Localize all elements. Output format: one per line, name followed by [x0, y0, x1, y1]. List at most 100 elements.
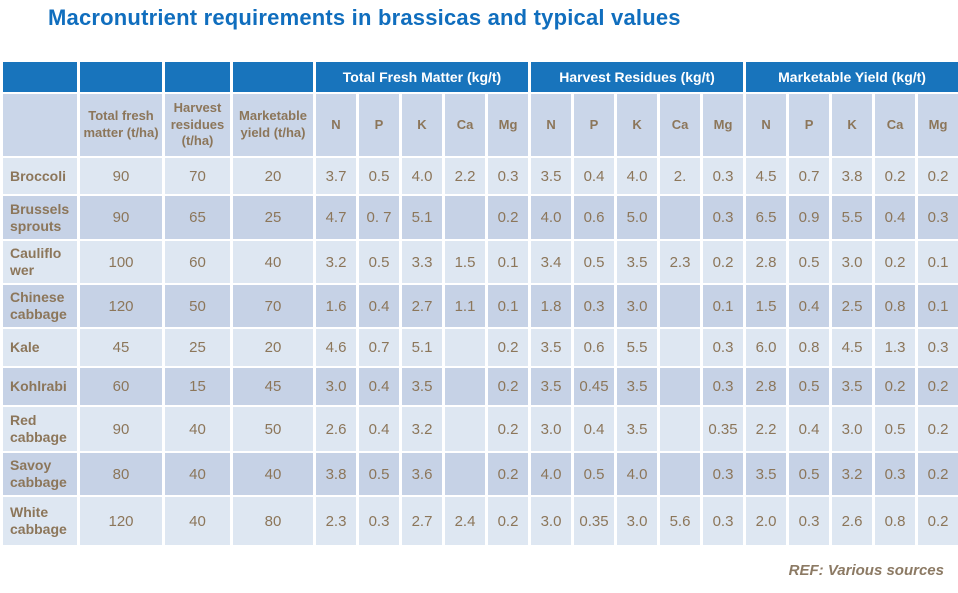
- value-cell: 3.0: [832, 407, 873, 451]
- value-cell: 50: [165, 285, 230, 327]
- value-cell: 3.5: [617, 407, 658, 451]
- value-cell: 0.4: [359, 368, 399, 405]
- value-cell: 100: [80, 241, 162, 283]
- crop-label: Savoy cabbage: [3, 453, 77, 495]
- value-cell: 25: [165, 329, 230, 366]
- value-cell: 5.5: [832, 196, 873, 239]
- value-cell: 3.5: [617, 368, 658, 405]
- nutrient-header: N: [316, 94, 356, 156]
- value-cell: 60: [165, 241, 230, 283]
- value-cell: 0.4: [875, 196, 916, 239]
- value-cell: 3.6: [402, 453, 442, 495]
- value-cell: 0.2: [488, 196, 529, 239]
- value-cell: 0.5: [875, 407, 916, 451]
- value-cell: 3.7: [316, 158, 356, 194]
- value-cell: 0.9: [789, 196, 830, 239]
- crop-label: White cabbage: [3, 497, 77, 545]
- value-cell: 4.0: [402, 158, 442, 194]
- value-cell: 80: [80, 453, 162, 495]
- value-cell: 3.5: [402, 368, 442, 405]
- value-cell: 20: [233, 329, 313, 366]
- lead-header-2: Marketable yield (t/ha): [233, 94, 313, 156]
- value-cell: [445, 196, 485, 239]
- value-cell: 3.0: [617, 497, 658, 545]
- value-cell: 2.5: [832, 285, 873, 327]
- group-header-row: Total Fresh Matter (kg/t) Harvest Residue…: [3, 62, 958, 92]
- value-cell: 5.6: [660, 497, 701, 545]
- value-cell: 70: [165, 158, 230, 194]
- value-cell: 90: [80, 196, 162, 239]
- value-cell: 0.7: [359, 329, 399, 366]
- value-cell: 0.2: [875, 158, 916, 194]
- value-cell: 6.5: [746, 196, 787, 239]
- page-title: Macronutrient requirements in brassicas …: [48, 5, 681, 30]
- nutrient-table: Total Fresh Matter (kg/t) Harvest Residue…: [0, 60, 958, 547]
- value-cell: 0.3: [875, 453, 916, 495]
- value-cell: [660, 407, 701, 451]
- table-row: Cauliflo wer 100 60 40 3.2 0.5 3.3 1.5 0.1 3.4 0.5…: [3, 241, 958, 283]
- value-cell: 0.5: [359, 158, 399, 194]
- value-cell: 3.0: [832, 241, 873, 283]
- value-cell: 20: [233, 158, 313, 194]
- value-cell: [660, 329, 701, 366]
- value-cell: 0.4: [789, 407, 830, 451]
- table-row: Kohlrabi 60 15 45 3.0 0.4 3.5 0.2 3.5 0.45 3.5 0.3 2…: [3, 368, 958, 405]
- value-cell: 0.4: [359, 407, 399, 451]
- nutrient-header: Mg: [703, 94, 744, 156]
- value-cell: 1.3: [875, 329, 916, 366]
- value-cell: 40: [165, 497, 230, 545]
- value-cell: 0.3: [703, 158, 744, 194]
- nutrient-header: P: [359, 94, 399, 156]
- value-cell: 0.2: [918, 368, 958, 405]
- nutrient-header: Ca: [445, 94, 485, 156]
- value-cell: 3.5: [617, 241, 658, 283]
- value-cell: 3.5: [531, 368, 572, 405]
- value-cell: 0. 7: [359, 196, 399, 239]
- value-cell: 3.3: [402, 241, 442, 283]
- value-cell: 2.6: [832, 497, 873, 545]
- sub-header-blank: [3, 94, 77, 156]
- value-cell: 0.2: [875, 368, 916, 405]
- value-cell: 0.2: [703, 241, 744, 283]
- value-cell: 0.2: [488, 453, 529, 495]
- crop-label: Cauliflo wer: [3, 241, 77, 283]
- group-header-1: Harvest Residues (kg/t): [531, 62, 744, 92]
- crop-label: Chinese cabbage: [3, 285, 77, 327]
- value-cell: 5.5: [617, 329, 658, 366]
- value-cell: 2.3: [660, 241, 701, 283]
- table-row: White cabbage 120 40 80 2.3 0.3 2.7 2.4 0.2 3.0 0.…: [3, 497, 958, 545]
- value-cell: 0.45: [574, 368, 615, 405]
- crop-label: Kale: [3, 329, 77, 366]
- value-cell: 2.7: [402, 497, 442, 545]
- group-header-blank: [165, 62, 230, 92]
- value-cell: 0.3: [918, 329, 958, 366]
- value-cell: 2.0: [746, 497, 787, 545]
- value-cell: 0.4: [359, 285, 399, 327]
- value-cell: 0.5: [789, 453, 830, 495]
- value-cell: 0.8: [875, 497, 916, 545]
- group-header-2: Marketable Yield (kg/t): [746, 62, 958, 92]
- value-cell: 0.1: [703, 285, 744, 327]
- nutrient-header: N: [531, 94, 572, 156]
- value-cell: 4.0: [531, 196, 572, 239]
- value-cell: 40: [233, 241, 313, 283]
- value-cell: [445, 407, 485, 451]
- value-cell: 4.0: [617, 453, 658, 495]
- value-cell: [445, 453, 485, 495]
- value-cell: 2.8: [746, 241, 787, 283]
- table-row: Brussels sprouts 90 65 25 4.7 0. 7 5.1 0.2 4.0 0.…: [3, 196, 958, 239]
- value-cell: 0.1: [918, 241, 958, 283]
- reference-note: REF: Various sources: [788, 562, 944, 579]
- value-cell: 0.3: [703, 453, 744, 495]
- value-cell: 0.4: [574, 407, 615, 451]
- value-cell: 1.1: [445, 285, 485, 327]
- nutrient-header: Mg: [918, 94, 958, 156]
- nutrient-header: K: [617, 94, 658, 156]
- group-header-0: Total Fresh Matter (kg/t): [316, 62, 529, 92]
- nutrient-header: N: [746, 94, 787, 156]
- crop-label: Red cabbage: [3, 407, 77, 451]
- value-cell: 0.8: [875, 285, 916, 327]
- value-cell: 0.3: [359, 497, 399, 545]
- value-cell: 0.5: [574, 453, 615, 495]
- value-cell: 15: [165, 368, 230, 405]
